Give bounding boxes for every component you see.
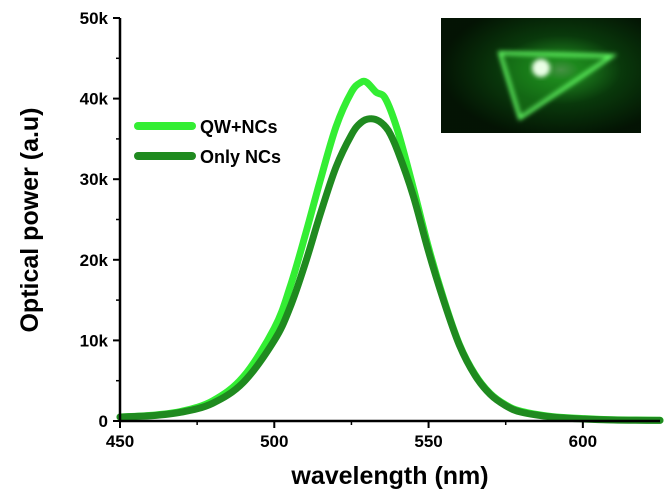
x-tick-label: 500: [260, 432, 288, 451]
inset-triangle-edge: [497, 51, 618, 121]
y-tick-label: 40k: [80, 90, 109, 109]
legend-label-1: Only NCs: [200, 147, 281, 167]
inset-triangle-fill: [500, 53, 612, 118]
ticks: 450 500 550 600 0 10k 20k 30k 40k 50k: [80, 9, 597, 451]
legend-label-0: QW+NCs: [200, 117, 278, 137]
y-tick-label: 10k: [80, 331, 109, 350]
legend: QW+NCs Only NCs: [134, 117, 281, 167]
y-tick-label: 20k: [80, 251, 109, 270]
x-tick-label: 450: [106, 432, 134, 451]
inset-photo: [441, 18, 641, 133]
y-tick-label: 30k: [80, 170, 109, 189]
series-curves: [116, 77, 664, 424]
x-tick-label: 600: [569, 432, 597, 451]
y-tick-label: 0: [99, 412, 108, 431]
y-axis-title: Optical power (a.u): [16, 107, 44, 332]
x-tick-label: 550: [414, 432, 442, 451]
x-axis-title: wavelength (nm): [290, 462, 488, 490]
y-tick-label: 50k: [80, 9, 109, 28]
inset-bright-spot: [532, 59, 550, 77]
series-line-1: [116, 115, 664, 424]
